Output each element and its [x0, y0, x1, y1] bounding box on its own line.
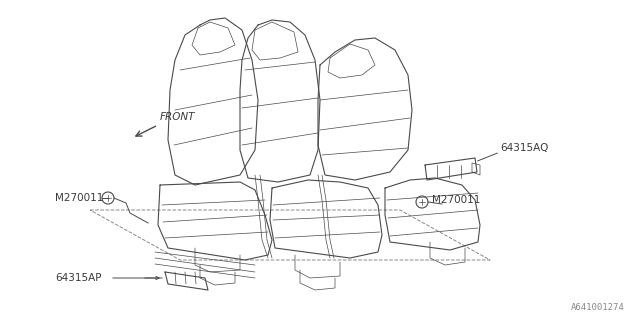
Text: A641001274: A641001274	[572, 303, 625, 312]
Text: 64315AP: 64315AP	[55, 273, 102, 283]
Text: M270011: M270011	[432, 195, 481, 205]
Text: M270011: M270011	[55, 193, 104, 203]
Text: 64315AQ: 64315AQ	[500, 143, 548, 153]
Text: FRONT: FRONT	[160, 112, 195, 122]
